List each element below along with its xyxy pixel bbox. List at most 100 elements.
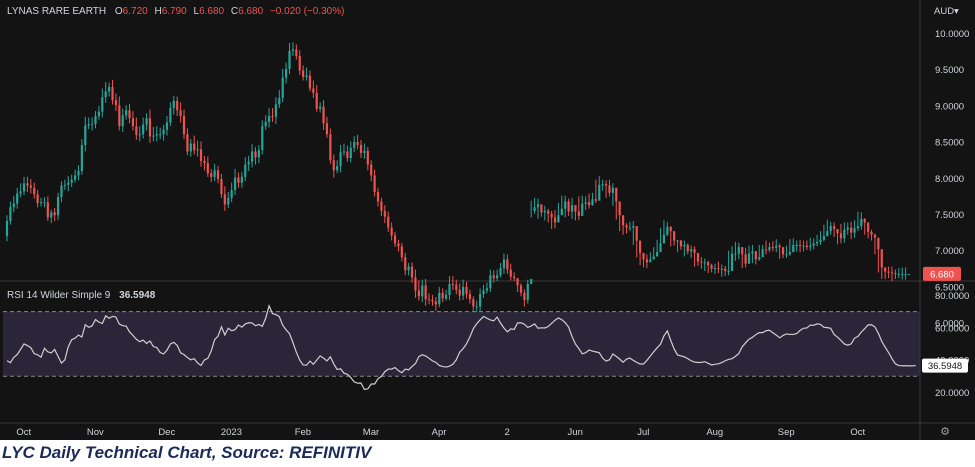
time-tick-label: Feb (295, 427, 311, 438)
candle-body (441, 292, 444, 299)
candle-body (611, 187, 614, 193)
price-tag-value: 6.680 (930, 269, 954, 280)
candle-body (499, 268, 502, 276)
candle-body (536, 204, 540, 208)
candle-body (570, 205, 574, 212)
candle-body (53, 212, 56, 216)
candle-body (635, 226, 638, 241)
candle-body (339, 152, 342, 166)
rsi-tick-label: 80.0000 (935, 291, 969, 302)
candle-body (530, 278, 533, 285)
candle-body (16, 193, 19, 204)
candle-body (792, 244, 795, 253)
candle-body (319, 106, 322, 109)
currency-label[interactable]: AUD (934, 6, 954, 17)
candle-body (250, 151, 254, 162)
candle-body (145, 118, 148, 125)
candle-body (496, 275, 499, 279)
candle-body (148, 118, 152, 137)
candle-body (203, 160, 206, 164)
candle-body (427, 299, 431, 301)
candle-body (621, 215, 625, 226)
candle-body (601, 184, 604, 186)
candle-body (509, 269, 512, 277)
candle-body (5, 221, 9, 237)
candle-body (594, 199, 597, 201)
low-label: L (194, 6, 200, 17)
candle-body (598, 184, 601, 201)
candle-body (482, 290, 485, 295)
candle-body (169, 108, 172, 123)
candle-body (196, 149, 199, 151)
candle-body (884, 267, 887, 272)
candle-body (550, 213, 553, 218)
candle-body (717, 268, 720, 270)
candle-body (387, 216, 390, 228)
candle-body (438, 292, 441, 305)
candle-body (407, 266, 410, 271)
candle-body (727, 270, 730, 272)
candle-body (567, 201, 570, 212)
candle-body (795, 244, 798, 246)
candle-body (349, 147, 352, 159)
candle-body (901, 273, 904, 275)
candle-body (108, 87, 111, 92)
candle-body (485, 288, 489, 291)
candle-body (492, 275, 495, 279)
price-tick-label: 7.0000 (935, 246, 964, 257)
time-tick-label: Mar (363, 427, 379, 438)
candle-body (465, 286, 468, 295)
candle-body (285, 68, 288, 78)
open-label: O (115, 6, 123, 17)
candle-body (897, 273, 900, 275)
candle-body (152, 135, 155, 137)
candle-body (19, 191, 22, 194)
candle-body (771, 247, 774, 249)
candle-body (836, 228, 839, 234)
rsi-label: RSI 14 Wilder Simple 9 (7, 290, 111, 301)
candle-body (669, 226, 672, 232)
candle-body (850, 227, 853, 233)
candle-body (359, 144, 363, 153)
candle-body (29, 185, 32, 188)
candle-body (39, 202, 43, 204)
candle-body (887, 271, 890, 273)
candle-body (336, 165, 339, 171)
candle-body (809, 245, 812, 248)
time-tick-label: Jun (568, 427, 583, 438)
candle-body (240, 176, 243, 183)
candle-body (172, 100, 175, 109)
candle-body (131, 118, 135, 127)
candle-body (210, 173, 213, 177)
candle-body (111, 87, 114, 101)
candle-body (686, 244, 689, 252)
candle-body (907, 273, 911, 275)
candle-body (805, 245, 808, 248)
candle-body (26, 183, 29, 186)
candle-body (870, 231, 873, 235)
high-value: 6.790 (162, 6, 187, 17)
candle-body (479, 294, 482, 307)
candle-body (410, 266, 414, 278)
chevron-down-icon[interactable]: ▾ (954, 6, 959, 17)
candle-body (342, 151, 346, 153)
candle-body (829, 226, 832, 232)
gear-icon[interactable]: ⚙ (940, 425, 950, 438)
price-tick-label: 6.5000 (935, 282, 964, 293)
price-axis[interactable]: 10.0000 9.5000 9.0000 8.5000 8.0000 7.5000 7.0… (935, 29, 969, 330)
candle-body (176, 100, 179, 111)
candle-body (880, 249, 883, 268)
candle-body (274, 104, 277, 117)
candle-body (724, 268, 727, 271)
chart-svg: 10.0000 9.5000 9.0000 8.5000 8.0000 7.5000 7.0… (0, 0, 975, 440)
candle-body (80, 144, 83, 172)
candle-body (101, 97, 104, 112)
candle-body (414, 277, 417, 291)
candle-body (322, 106, 325, 124)
time-axis[interactable]: Oct Nov Dec 2023 Feb Mar Apr 2 Jun Jul Aug Sep Oct (16, 427, 865, 438)
candle-body (843, 229, 846, 239)
candle-body (363, 150, 366, 153)
candle-body (353, 142, 356, 148)
candle-body (186, 134, 189, 152)
candle-body (193, 143, 196, 151)
